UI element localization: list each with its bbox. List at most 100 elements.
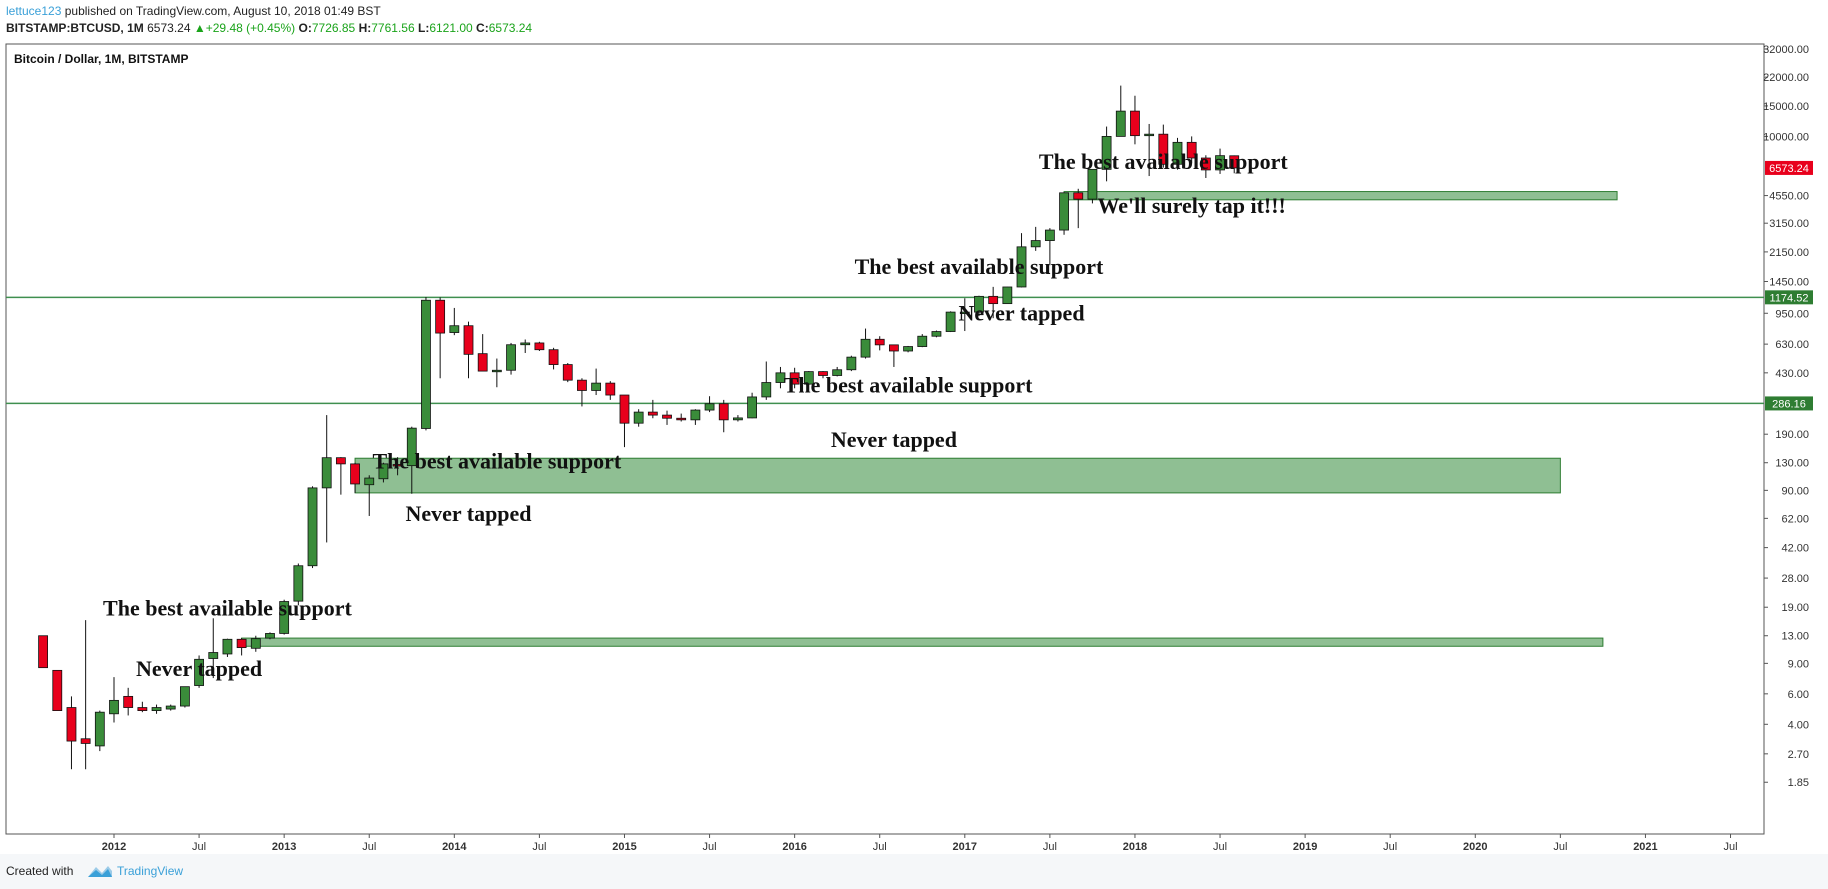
close-label: C: <box>476 21 489 35</box>
open-label: O: <box>298 21 312 35</box>
candle-body <box>378 463 389 480</box>
candle-body <box>1200 157 1211 171</box>
candle <box>974 295 984 317</box>
candle <box>449 307 460 336</box>
chart-annotation: Never tapped <box>831 427 957 452</box>
candle-body <box>222 638 233 655</box>
candle <box>137 701 148 713</box>
candle <box>123 687 134 716</box>
x-tick-label: Jul <box>1213 841 1227 853</box>
candle <box>250 635 261 652</box>
tradingview-link[interactable]: TradingView <box>117 864 184 878</box>
candle-body <box>80 738 91 744</box>
candle-body <box>534 342 545 351</box>
candle <box>421 296 431 431</box>
candle-body <box>860 338 871 358</box>
candle-body <box>477 353 488 372</box>
candle-body <box>818 371 828 376</box>
candle-body <box>690 409 701 421</box>
publish-line: lettuce123 published on TradingView.com,… <box>6 4 381 18</box>
candle <box>350 462 360 493</box>
candle <box>988 286 999 319</box>
candle-body <box>619 394 630 424</box>
candle <box>1115 85 1126 137</box>
author-link[interactable]: lettuce123 <box>6 4 62 18</box>
candle <box>633 409 644 427</box>
candle-body <box>1059 192 1069 231</box>
candle-body <box>1172 141 1183 165</box>
candle <box>647 399 658 419</box>
candle <box>1016 233 1027 288</box>
candle <box>1229 155 1240 174</box>
candle <box>562 363 573 383</box>
candle-body <box>832 369 843 376</box>
candle-body <box>803 371 814 385</box>
candle <box>917 334 928 348</box>
candle-body <box>775 372 786 383</box>
candle-body <box>165 705 176 710</box>
x-tick-label: 2020 <box>1463 841 1487 853</box>
candle-body <box>449 325 460 333</box>
close-value: 6573.24 <box>488 21 533 35</box>
open-value: 7726.85 <box>311 21 356 35</box>
candle <box>1087 168 1098 204</box>
x-tick-label: Jul <box>873 841 887 853</box>
candle-body <box>38 635 48 669</box>
plot-frame <box>5 43 1765 835</box>
candle-body <box>208 652 219 659</box>
candle <box>1101 126 1112 182</box>
y-tick-label: 22000.00 <box>1763 72 1809 84</box>
candle-body <box>52 669 63 712</box>
candle <box>1130 95 1140 145</box>
candle <box>236 638 247 656</box>
candle <box>945 311 956 333</box>
candle-body <box>846 356 857 371</box>
candle <box>109 677 119 723</box>
y-tick-label: 42.00 <box>1781 543 1809 555</box>
low-label: L: <box>417 21 430 35</box>
candle-body <box>1073 192 1084 200</box>
chart-annotation: The best available support <box>855 254 1104 279</box>
candle-body <box>406 427 417 467</box>
x-tick-label: Jul <box>1383 841 1397 853</box>
candle-body <box>335 457 346 465</box>
level-price-tag <box>1765 290 1813 305</box>
created-with-text: Created with <box>6 864 74 878</box>
candle-body <box>179 686 190 707</box>
candle-body <box>874 338 885 346</box>
candle-body <box>151 707 162 712</box>
candle-body <box>1087 168 1098 200</box>
candle <box>477 334 488 372</box>
candle <box>718 399 729 433</box>
price-value: 6573.24 <box>147 21 191 35</box>
x-tick-label: Jul <box>703 841 717 853</box>
candle-body <box>761 382 772 398</box>
candle <box>321 415 332 543</box>
candle <box>208 618 219 679</box>
candle-body <box>917 335 928 347</box>
candle-body <box>350 463 360 485</box>
candle <box>279 599 290 635</box>
candle-body <box>236 638 247 649</box>
candle <box>548 347 559 370</box>
candle <box>690 409 701 425</box>
y-tick-label: 950.00 <box>1775 308 1809 320</box>
candle <box>1158 124 1169 168</box>
chart-annotation: Never tapped <box>136 656 262 681</box>
candle-body <box>733 417 743 421</box>
candle <box>406 426 417 494</box>
candle <box>1002 286 1013 305</box>
chart-annotation: The best available support <box>1039 149 1288 174</box>
footer-bar: Created with TradingView <box>0 854 1828 889</box>
y-tick-label: 190.00 <box>1775 429 1809 441</box>
price-chart[interactable]: The best available support We'll surely t… <box>0 0 1828 854</box>
candle-body <box>279 601 290 634</box>
x-tick-label: Jul <box>1043 841 1057 853</box>
candle <box>94 710 105 752</box>
chart-annotation: We'll surely tap it!!! <box>1097 193 1285 218</box>
y-tick-label: 9.00 <box>1788 658 1809 670</box>
y-tick-label: 28.00 <box>1781 573 1809 585</box>
change-value: +29.48 (+0.45%) <box>205 21 296 35</box>
candle-body <box>491 369 502 373</box>
candle-body <box>109 699 119 715</box>
